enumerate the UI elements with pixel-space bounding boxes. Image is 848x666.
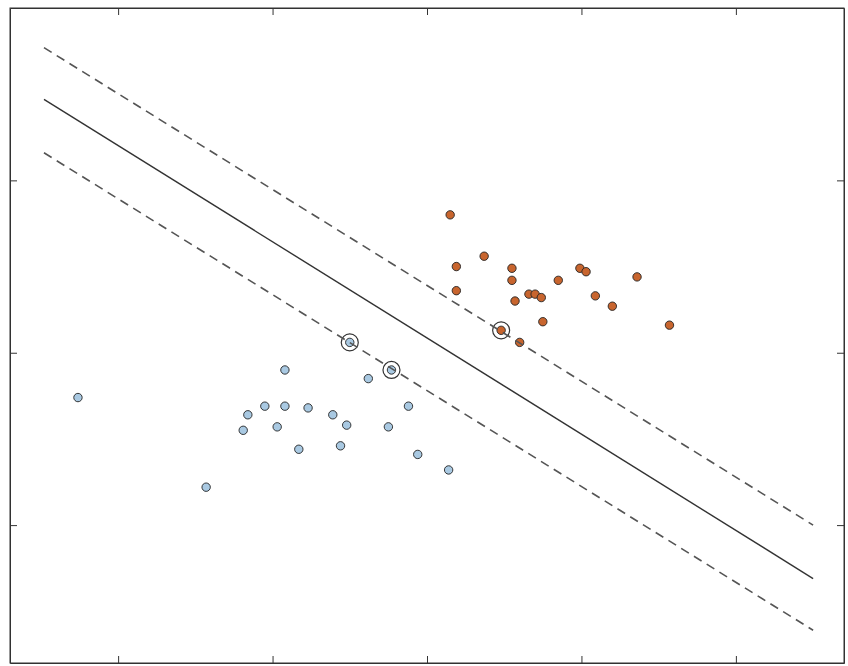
tick (118, 8, 119, 15)
tick-mark (736, 656, 737, 663)
x-axis-top (11, 8, 845, 15)
point (244, 411, 252, 419)
point (665, 321, 673, 329)
point (304, 404, 312, 412)
point (404, 402, 412, 410)
tick-mark (837, 353, 844, 354)
tick (837, 353, 844, 354)
point (452, 262, 460, 270)
tick (10, 353, 17, 354)
tick (837, 525, 844, 526)
x-axis (11, 656, 845, 664)
point (452, 286, 460, 294)
point (508, 264, 516, 272)
point (539, 318, 547, 326)
tick (273, 8, 274, 15)
tick (581, 656, 582, 663)
tick-mark (10, 525, 17, 526)
tick-mark (10, 180, 17, 181)
point (74, 393, 82, 401)
tick-mark (118, 8, 119, 15)
tick (837, 180, 844, 181)
point (508, 276, 516, 284)
tick (10, 180, 17, 181)
tick (10, 525, 17, 526)
point (239, 426, 247, 434)
plot (10, 8, 845, 664)
tick (736, 656, 737, 663)
decision-line (44, 99, 813, 578)
tick-mark (581, 8, 582, 15)
tick-mark (837, 180, 844, 181)
point (364, 374, 372, 382)
point (480, 252, 488, 260)
y-axis-right (837, 9, 845, 664)
tick-mark (273, 8, 274, 15)
margin-line (44, 48, 813, 525)
point (281, 402, 289, 410)
point (446, 211, 454, 219)
support-vector (383, 361, 400, 378)
point (537, 293, 545, 301)
point (281, 366, 289, 374)
tick-mark (10, 353, 17, 354)
tick-mark (118, 656, 119, 663)
margin-line (44, 153, 813, 630)
point (554, 276, 562, 284)
y-axis (10, 9, 17, 664)
support-vector (341, 334, 358, 351)
point (202, 483, 210, 491)
tick (118, 656, 119, 663)
point (273, 423, 281, 431)
tick-mark (427, 656, 428, 663)
tick (581, 8, 582, 15)
point (608, 302, 616, 310)
point (511, 297, 519, 305)
point (336, 442, 344, 450)
tick (427, 8, 428, 15)
point (261, 402, 269, 410)
tick (273, 656, 274, 663)
point (329, 411, 337, 419)
point (591, 292, 599, 300)
tick-mark (837, 525, 844, 526)
tick-mark (581, 656, 582, 663)
point (633, 273, 641, 281)
marks (44, 48, 813, 631)
point (295, 445, 303, 453)
tick-mark (273, 656, 274, 663)
point (342, 421, 350, 429)
chart (0, 0, 848, 666)
tick (427, 656, 428, 663)
tick (736, 8, 737, 15)
point (444, 466, 452, 474)
support-vector (493, 322, 510, 339)
tick-mark (736, 8, 737, 15)
point (414, 450, 422, 458)
plot-frame (10, 8, 844, 663)
point (384, 423, 392, 431)
point (582, 268, 590, 276)
tick-mark (427, 8, 428, 15)
